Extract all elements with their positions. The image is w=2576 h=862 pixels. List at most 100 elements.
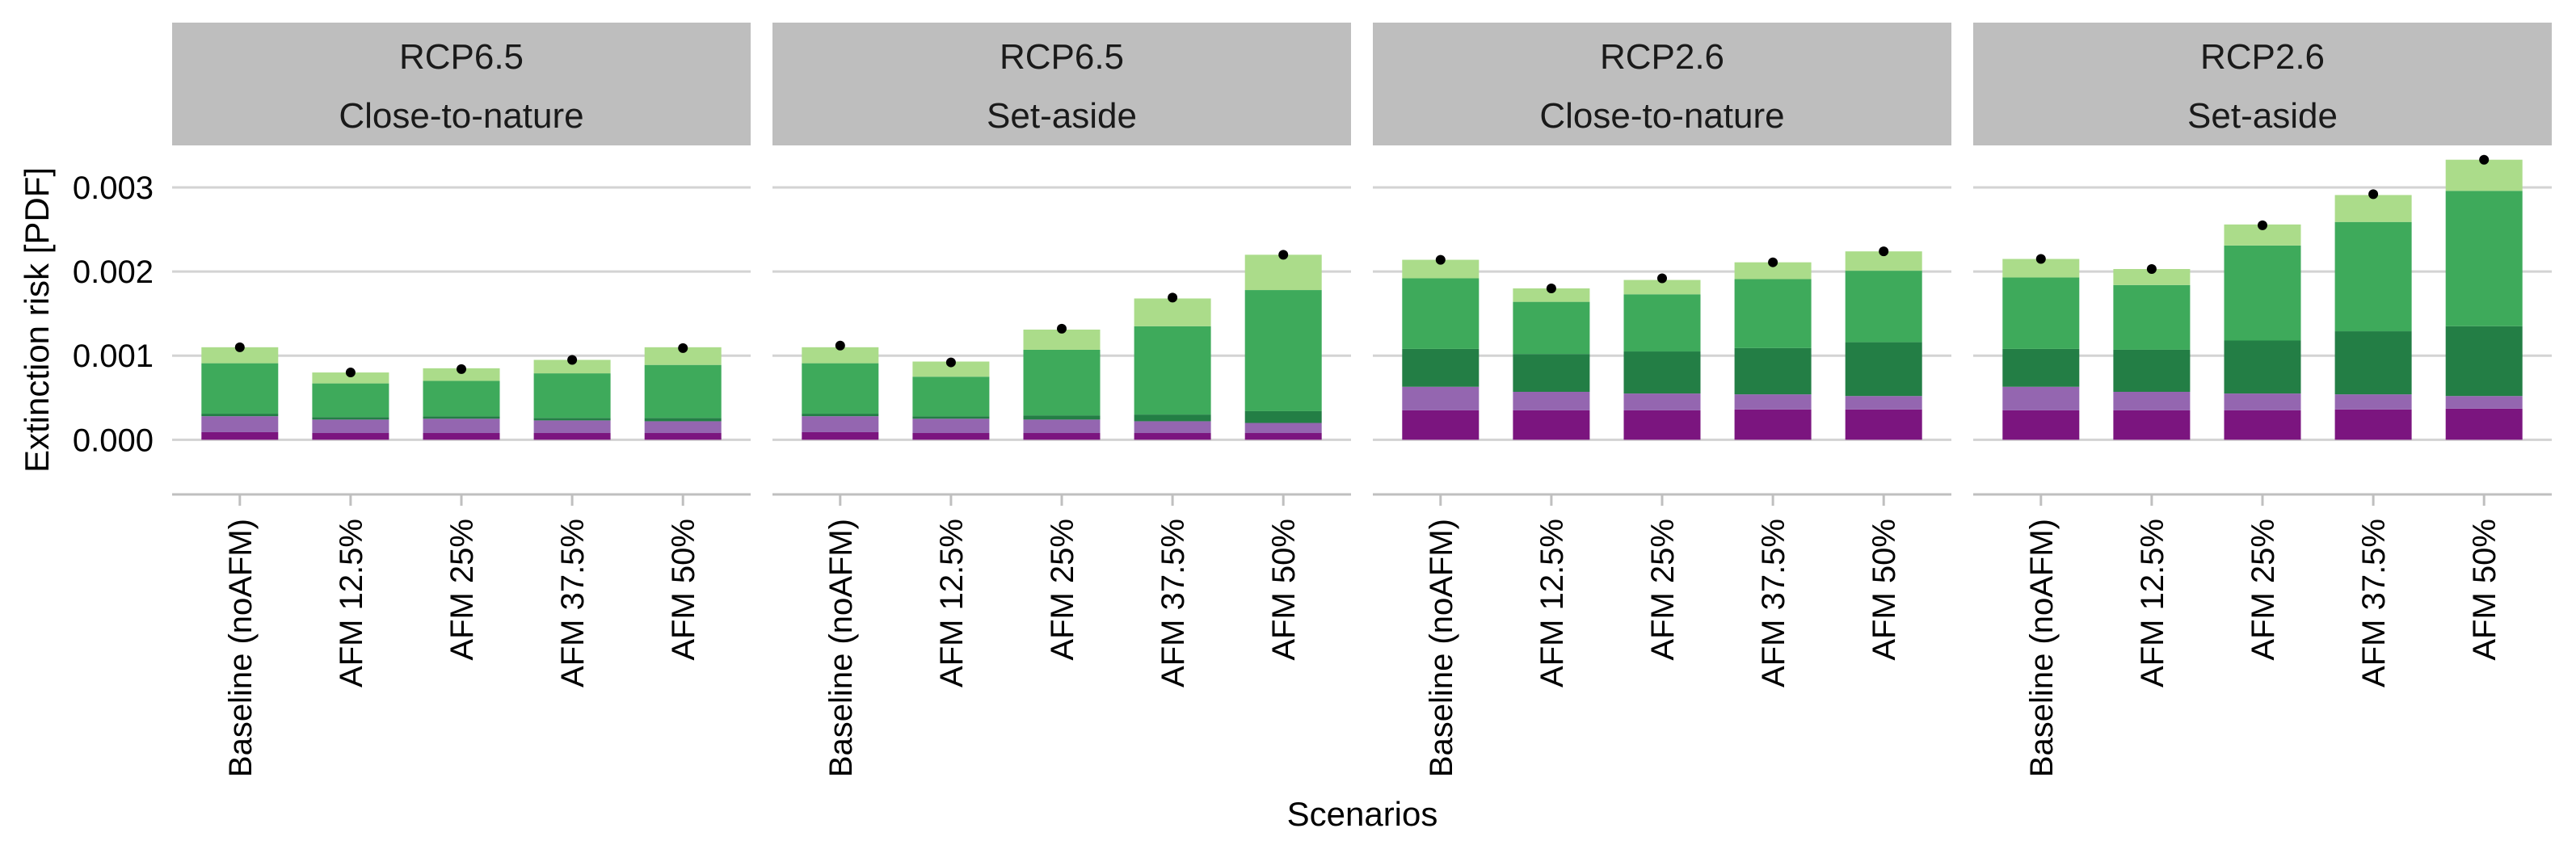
x-tick-label: AFM 50% <box>2467 519 2502 661</box>
x-tick-label: AFM 25% <box>1645 519 1681 661</box>
bar-segment <box>1623 393 1701 410</box>
total-point <box>1768 257 1778 267</box>
y-tick-label: 0.001 <box>73 338 154 374</box>
y-axis-label: Extinction risk [PDF] <box>18 167 56 473</box>
bar-segment <box>2445 396 2523 409</box>
bar-segment <box>312 417 389 420</box>
bar-segment <box>2334 394 2412 410</box>
bar-segment <box>533 433 611 440</box>
bar-segment <box>1513 288 1590 302</box>
y-tick-label: 0.000 <box>73 423 154 458</box>
total-point <box>2258 220 2267 230</box>
bar-segment <box>1734 347 1812 395</box>
total-point <box>2368 189 2379 200</box>
bar-segment <box>2334 409 2412 440</box>
bar-segment <box>2334 331 2412 395</box>
bar-segment <box>201 416 279 432</box>
bar-segment <box>1845 409 1922 440</box>
facet-title-rcp: RCP6.5 <box>399 37 524 77</box>
bar-segment <box>2002 348 2080 387</box>
total-point <box>345 368 356 378</box>
bar-segment <box>644 433 722 440</box>
x-tick-label: AFM 37.5% <box>1155 519 1191 687</box>
x-tick-label: AFM 12.5% <box>334 519 369 687</box>
x-tick-label: AFM 37.5% <box>555 519 591 687</box>
bar-segment <box>1623 294 1701 352</box>
bar-segment <box>2334 195 2412 222</box>
bar-segment <box>1244 410 1322 423</box>
bar-segment <box>1402 386 1480 410</box>
bar-segment <box>2224 245 2301 341</box>
bar-segment <box>1134 421 1211 434</box>
bar-segment <box>1623 280 1701 295</box>
total-point <box>234 342 245 352</box>
bar-segment <box>1402 278 1480 349</box>
bar-segment <box>201 431 279 440</box>
total-point <box>945 357 956 368</box>
total-point <box>1657 273 1667 284</box>
bar-segment <box>1513 410 1590 440</box>
total-point <box>1057 323 1067 334</box>
x-tick-label: AFM 12.5% <box>934 519 970 687</box>
total-point <box>1435 254 1446 265</box>
bar-segment <box>644 421 722 434</box>
bar-segment <box>1402 348 1480 387</box>
x-tick-label: AFM 50% <box>1266 519 1302 661</box>
bar-segment <box>1023 415 1101 420</box>
x-tick-label: Baseline (noAFM) <box>823 519 859 777</box>
bar-segment <box>1513 301 1590 355</box>
bar-segment <box>2224 393 2301 410</box>
bar-segment <box>912 433 990 440</box>
bar-segment <box>2445 159 2523 191</box>
total-point <box>1879 246 1889 257</box>
bar-segment <box>201 347 279 364</box>
bar-segment <box>802 347 879 364</box>
bar-segment <box>1134 326 1211 415</box>
bar-segment <box>912 416 990 419</box>
bar-segment <box>533 360 611 374</box>
x-tick-label: AFM 37.5% <box>1756 519 1791 687</box>
x-tick-label: AFM 12.5% <box>2135 519 2170 687</box>
y-tick-label: 0.003 <box>73 170 154 206</box>
x-tick-label: AFM 50% <box>666 519 701 661</box>
bar-segment <box>644 364 722 418</box>
bar-segment <box>1244 290 1322 411</box>
total-point <box>2479 154 2490 165</box>
bar-segment <box>423 381 500 417</box>
bar-segment <box>2445 408 2523 440</box>
bar-segment <box>312 419 389 434</box>
bar-segment <box>1023 433 1101 440</box>
bar-segment <box>1134 414 1211 422</box>
bar-segment <box>2224 340 2301 394</box>
facet-strip <box>1973 23 2552 145</box>
bar-segment <box>802 363 879 414</box>
bar-segment <box>2445 326 2523 397</box>
bar-segment <box>423 416 500 419</box>
x-tick-label: Baseline (noAFM) <box>2024 519 2060 777</box>
bar-segment <box>912 418 990 434</box>
total-point <box>457 364 466 374</box>
facet-title-management: Set-aside <box>987 96 1137 136</box>
total-point <box>1278 250 1289 260</box>
facet-title-rcp: RCP6.5 <box>1000 37 1124 77</box>
bar-segment <box>2113 410 2191 440</box>
bar-segment <box>802 414 879 417</box>
total-point <box>1168 292 1178 303</box>
bar-segment <box>423 433 500 440</box>
bar-segment <box>1402 410 1480 440</box>
bar-segment <box>312 372 389 384</box>
bar-segment <box>312 433 389 440</box>
total-point <box>678 343 688 353</box>
facet-title-rcp: RCP2.6 <box>1600 37 1724 77</box>
x-tick-label: AFM 25% <box>444 519 480 661</box>
bar-segment <box>2002 410 2080 440</box>
bar-segment <box>2002 386 2080 410</box>
facet-title-management: Close-to-nature <box>339 96 583 136</box>
bar-segment <box>1734 262 1812 280</box>
bar-segment <box>1023 419 1101 434</box>
bar-segment <box>2334 221 2412 332</box>
total-point <box>2146 264 2157 275</box>
bar-segment <box>201 414 279 417</box>
